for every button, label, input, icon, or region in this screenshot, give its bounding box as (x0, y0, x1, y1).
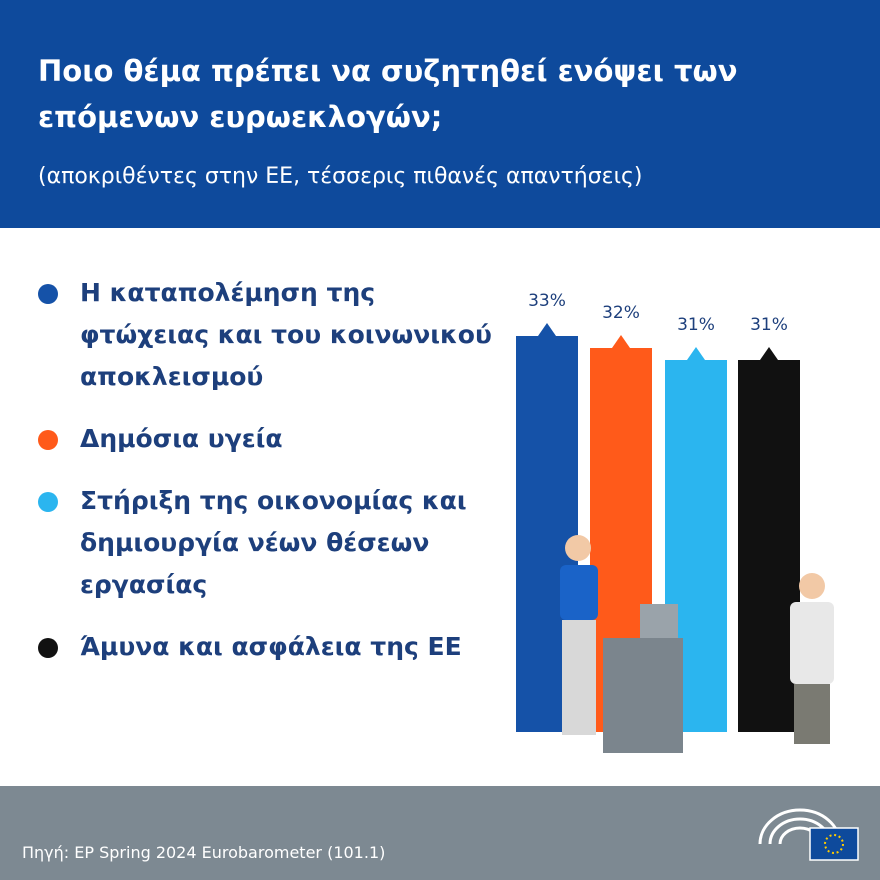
legend-item: Στήριξη της οικονομίας και δημιουργία νέ… (38, 480, 498, 606)
chart-subtitle: (αποκριθέντες στην ΕΕ, τέσσερις πιθανές … (38, 164, 643, 189)
legend-item: Άμυνα και ασφάλεια της ΕΕ (38, 626, 498, 668)
value-label: 33% (528, 291, 566, 311)
legend-label: Άμυνα και ασφάλεια της ΕΕ (80, 632, 462, 661)
legend-dot (38, 638, 58, 658)
footer: Πηγή: EP Spring 2024 Eurobarometer (101.… (0, 786, 880, 880)
bar-marker (760, 347, 778, 360)
bar-marker (612, 335, 630, 348)
bar (738, 360, 800, 732)
value-label: 31% (677, 315, 715, 335)
value-label: 32% (602, 303, 640, 323)
illustration (560, 535, 834, 753)
legend-item: Δημόσια υγεία (38, 418, 498, 460)
legend-label: Η καταπολέμηση της φτώχειας και του κοιν… (80, 278, 492, 391)
legend-dot (38, 284, 58, 304)
bar-marker (538, 323, 556, 336)
bar-marker (687, 347, 705, 360)
legend-item: Η καταπολέμηση της φτώχειας και του κοιν… (38, 272, 498, 398)
legend: Η καταπολέμηση της φτώχειας και του κοιν… (38, 272, 498, 688)
legend-dot (38, 492, 58, 512)
legend-dot (38, 430, 58, 450)
value-label: 31% (750, 315, 788, 335)
header: Ποιο θέμα πρέπει να συζητηθεί ενόψει των… (0, 0, 880, 228)
legend-label: Δημόσια υγεία (80, 424, 283, 453)
eu-logo (758, 808, 859, 861)
chart-title: Ποιο θέμα πρέπει να συζητηθεί ενόψει των… (38, 54, 738, 134)
source: Πηγή: EP Spring 2024 Eurobarometer (101.… (22, 843, 386, 862)
legend-label: Στήριξη της οικονομίας και δημιουργία νέ… (80, 486, 467, 599)
